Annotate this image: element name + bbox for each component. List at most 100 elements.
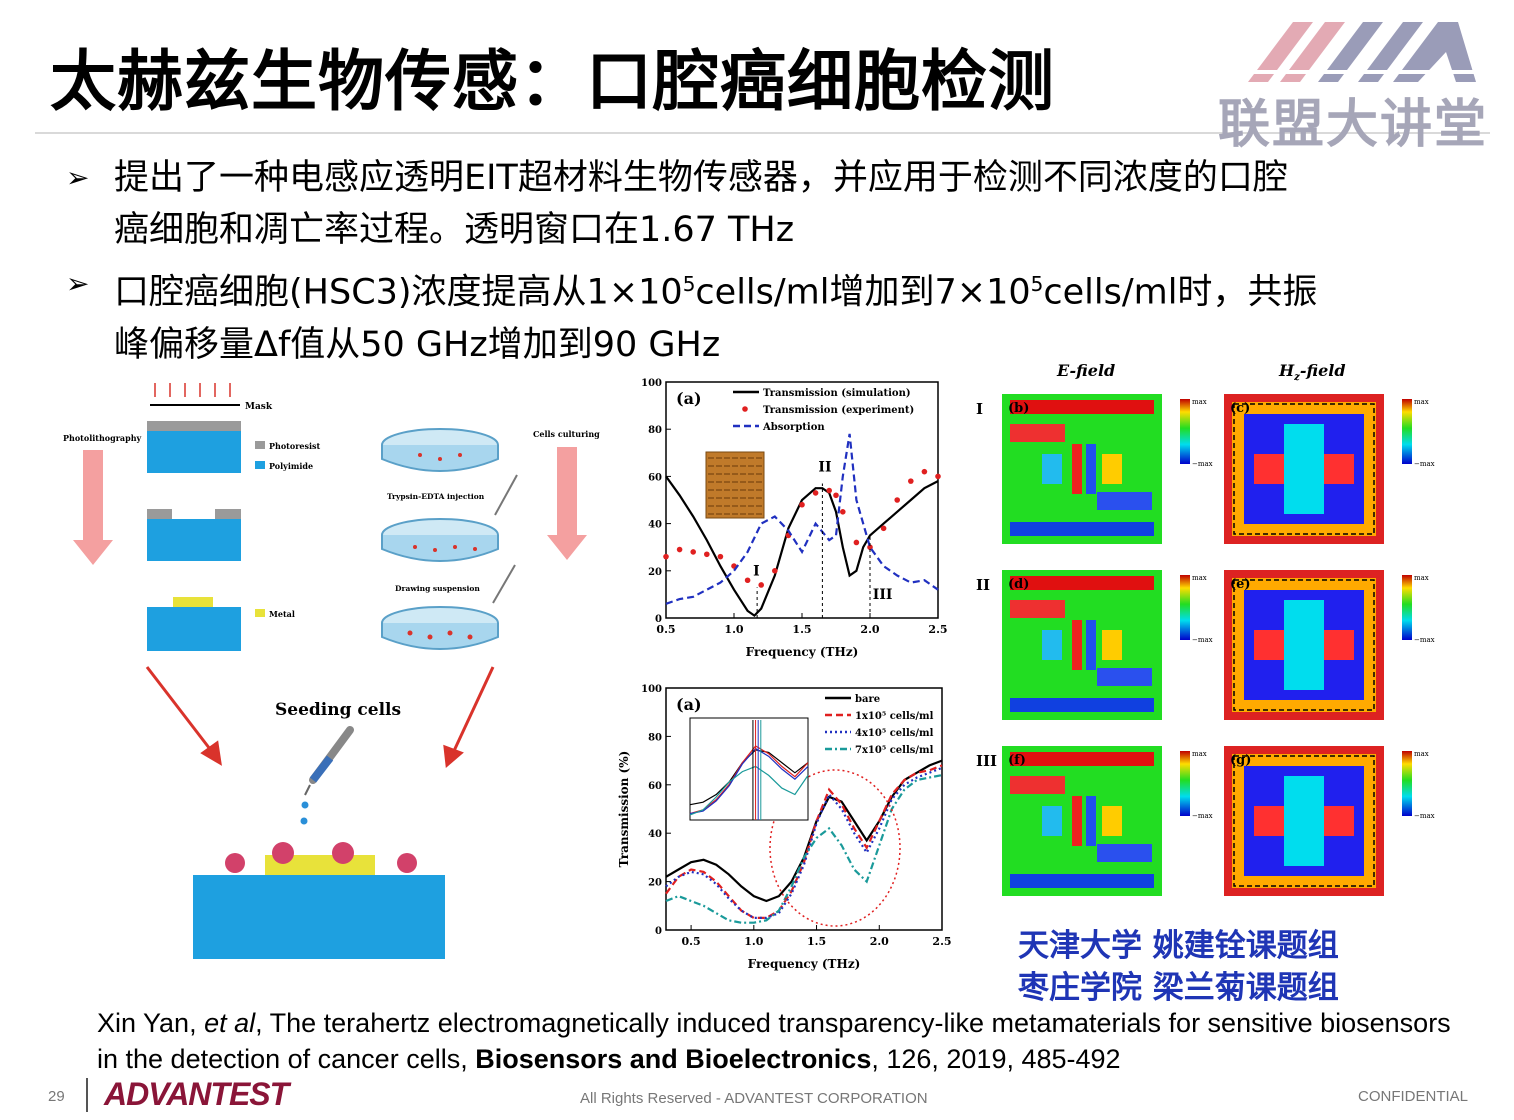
data-point <box>894 497 900 503</box>
footer-rights: All Rights Reserved - ADVANTEST CORPORAT… <box>580 1090 928 1107</box>
trypsin-label: Trypsin-EDTA injection <box>387 492 485 501</box>
row-label: II <box>976 576 990 594</box>
data-point <box>908 478 914 484</box>
colorbar <box>1402 399 1412 464</box>
mask-label: Mask <box>245 402 273 412</box>
data-point <box>833 492 839 499</box>
x-tick-label: 2.5 <box>932 935 951 948</box>
field-map: (e) max −max <box>1224 570 1435 720</box>
y-tick-label: 0 <box>655 614 662 625</box>
petri-dish-2 <box>381 518 499 562</box>
series-line <box>665 433 939 605</box>
colorbar-max: max <box>1192 574 1207 582</box>
x-tick-label: 2.5 <box>928 623 947 636</box>
colorbar-max: max <box>1414 574 1429 582</box>
legend-swatch <box>742 406 748 412</box>
x-axis-label: Frequency (THz) <box>748 957 861 971</box>
inset-series-line <box>689 745 809 815</box>
colorbar <box>1402 751 1412 816</box>
transmission-chart-bottom: 0.5 1.0 1.5 2.0 2.5 0 20 40 60 80 100 Frequency (TH… <box>610 678 960 983</box>
citation-authors: Xin Yan, <box>97 1008 205 1038</box>
panel-label: (a) <box>676 695 702 714</box>
data-point <box>853 539 860 546</box>
colorbar-min: −max <box>1414 812 1435 820</box>
bullet-2-text-b: cells/ml增加到7×10 <box>695 272 1031 313</box>
data-point <box>744 577 751 584</box>
data-point <box>663 553 669 560</box>
plot-frame <box>665 687 943 931</box>
legend-label: 1x10⁵ cells/ml <box>855 711 934 722</box>
metal-layer <box>173 597 213 607</box>
series-line <box>665 764 943 919</box>
colorbar-min: −max <box>1192 812 1213 820</box>
uv-arrows <box>154 383 231 397</box>
series-line <box>665 475 939 618</box>
bullet-2-line-1: 口腔癌细胞(HSC3)浓度提高从1×105cells/ml增加到7×105cel… <box>114 258 1434 319</box>
y-axis-label: Transmission (%) <box>617 751 631 868</box>
field-map: (g) max −max <box>1224 746 1435 896</box>
metal-legend-swatch <box>255 609 265 617</box>
legend-label: Transmission (simulation) <box>763 388 911 399</box>
fabrication-diagram: Mask Photoresist Polyimide Photolithogra… <box>55 375 625 970</box>
annotation-label: III <box>873 587 893 603</box>
logo-text: 联盟大讲堂 <box>1218 95 1489 155</box>
map-label: (b) <box>1008 401 1029 416</box>
data-point <box>880 525 887 532</box>
row-label: III <box>976 752 997 770</box>
syringe-icon <box>492 474 518 604</box>
bullet-arrow-icon: ➢ <box>66 267 90 300</box>
bullet-1-line-1: 提出了一种电感应透明EIT超材料生物传感器，并应用于检测不同浓度的口腔 <box>114 158 1288 198</box>
colorbar-max: max <box>1414 750 1429 758</box>
legend-label: bare <box>855 694 880 705</box>
y-tick-label: 60 <box>648 781 662 792</box>
converging-arrows <box>145 666 495 768</box>
cancer-cells <box>225 842 417 873</box>
field-maps: E-field Hz-field I (b) max −max (c) max −max II… <box>962 352 1447 912</box>
footer-divider <box>86 1078 88 1112</box>
x-tick-label: 1.5 <box>807 935 826 948</box>
x-tick-label: 1.0 <box>744 935 763 948</box>
x-tick-label: 0.5 <box>656 623 675 636</box>
x-axis-label: Frequency (THz) <box>746 645 859 659</box>
colorbar <box>1180 575 1190 640</box>
x-tick-label: 1.0 <box>724 623 743 636</box>
metal-label: Metal <box>269 609 295 619</box>
map-label: (c) <box>1230 401 1250 416</box>
title-divider <box>35 132 1490 134</box>
y-tick-label: 0 <box>655 926 662 937</box>
colorbar <box>1402 575 1412 640</box>
colorbar-min: −max <box>1192 460 1213 468</box>
affiliation-1: 天津大学 姚建铨课题组 <box>1018 928 1339 964</box>
y-tick-label: 80 <box>648 425 662 436</box>
y-tick-label: 20 <box>648 878 662 889</box>
photolithography-arrow <box>73 450 113 565</box>
citation: Xin Yan, et al, The terahertz electromag… <box>97 1005 1477 1077</box>
legend-label: 7x10⁵ cells/ml <box>855 745 934 756</box>
bullet-2-sup-1: 5 <box>682 272 696 296</box>
field-map: (f) max −max <box>1002 746 1213 896</box>
photoresist-layer <box>147 421 241 431</box>
data-point <box>676 546 683 553</box>
zoom-inset <box>689 717 809 821</box>
colorbar-max: max <box>1414 398 1429 406</box>
colorbar-min: −max <box>1414 460 1435 468</box>
bullet-1-line-2: 癌细胞和凋亡率过程。透明窗口在1.67 THz <box>114 210 795 250</box>
bullet-2-line-2: 峰偏移量Δf值从50 GHz增加到90 GHz <box>114 324 721 365</box>
annotation-label: I <box>753 564 760 580</box>
bullet-2-text-c: cells/ml时，共振 <box>1043 272 1318 313</box>
polyimide-legend-swatch <box>255 461 265 469</box>
bullet-2-text-a: 口腔癌细胞(HSC3)浓度提高从1×10 <box>114 272 683 313</box>
legend-label: Transmission (experiment) <box>763 405 914 416</box>
page-title: 太赫兹生物传感：口腔癌细胞检测 <box>50 43 1055 120</box>
field-map: (d) max −max <box>1002 570 1213 720</box>
y-tick-label: 100 <box>641 684 662 695</box>
inset-series-line <box>689 765 809 816</box>
y-tick-label: 60 <box>648 472 662 483</box>
x-tick-label: 2.0 <box>860 623 879 636</box>
petri-dish-3 <box>381 606 499 650</box>
petri-dish-1 <box>381 428 499 472</box>
data-point <box>799 501 805 508</box>
data-point <box>758 582 764 588</box>
polyimide-label: Polyimide <box>269 461 313 471</box>
citation-journal: Biosensors and Bioelectronics <box>475 1044 872 1074</box>
